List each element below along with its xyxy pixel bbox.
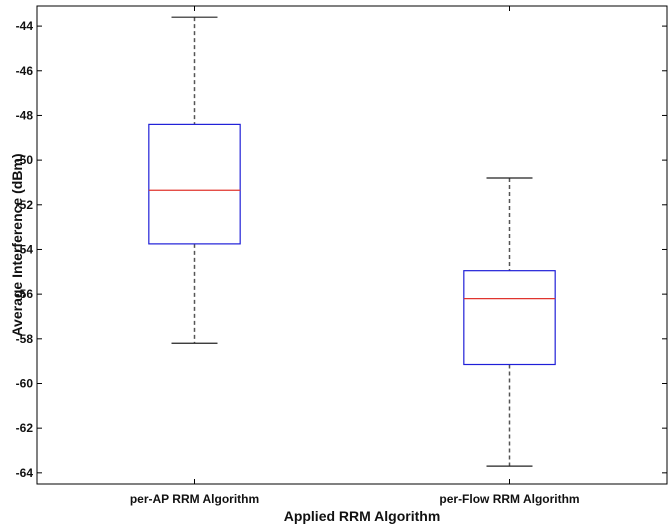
y-tick-label: -64 <box>16 466 34 480</box>
y-tick-label: -58 <box>16 332 34 346</box>
y-axis-title: Average Interference (dBm) <box>9 153 25 336</box>
iqr-box <box>148 123 241 245</box>
plot-frame <box>36 5 668 485</box>
x-axis: per-AP RRM Algorithm per-Flow RRM Algorit… <box>130 6 580 506</box>
y-tick-label: -44 <box>16 19 34 33</box>
y-tick-label: -52 <box>16 198 34 212</box>
x-axis-title: Applied RRM Algorithm <box>284 508 441 524</box>
x-tick-label: per-Flow RRM Algorithm <box>439 492 579 506</box>
y-axis: -44 -46 -48 -50 -52 -54 -56 -58 -60 -62 -64 <box>16 19 667 480</box>
box-2 <box>463 177 556 467</box>
x-tick-label: per-AP RRM Algorithm <box>130 492 259 506</box>
y-tick-label: -54 <box>16 242 34 256</box>
boxes-group <box>148 16 556 467</box>
y-tick-label: -56 <box>16 287 34 301</box>
y-tick-label: -50 <box>16 153 34 167</box>
y-tick-label: -60 <box>16 376 34 390</box>
y-tick-label: -46 <box>16 64 34 78</box>
y-tick-label: -62 <box>16 421 34 435</box>
y-tick-label: -48 <box>16 108 34 122</box>
iqr-box <box>463 270 556 366</box>
box-1 <box>148 16 241 344</box>
